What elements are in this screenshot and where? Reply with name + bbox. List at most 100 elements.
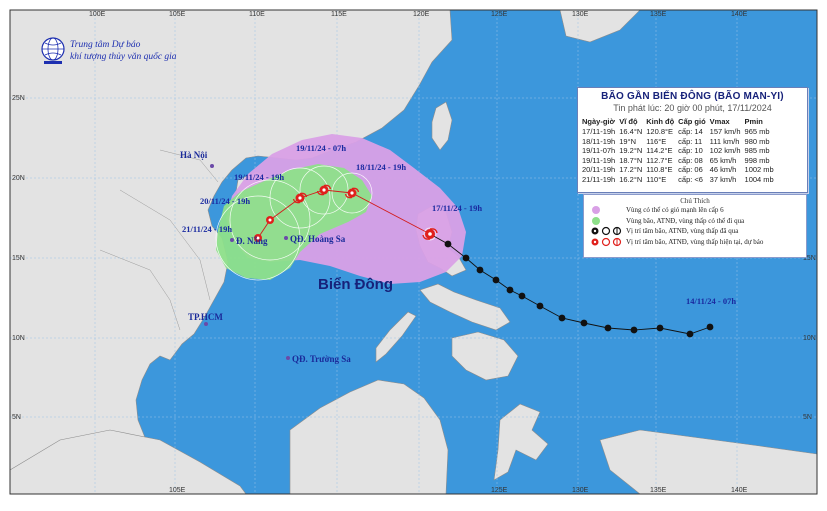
table-cell: 114.2°E <box>646 146 673 155</box>
mindanao-island <box>451 331 519 381</box>
borneo-island <box>289 379 449 494</box>
table-cell: 19/11-07h <box>582 146 616 155</box>
table-row: 19/11-07h 19.2°N 114.2°E cấp: 10 102 km/… <box>582 146 778 156</box>
storm-bulletin-panel: BÃO GẦN BIỂN ĐÔNG (BÃO MAN-YI) Tin phát … <box>577 87 808 193</box>
lon-label: 125E <box>491 487 508 494</box>
lat-label: 15N <box>803 255 816 262</box>
table-cell: 116°E <box>646 136 667 146</box>
past-position <box>518 292 526 300</box>
past-position <box>558 314 566 322</box>
lat-label: 15N <box>12 255 25 262</box>
table-cell: 16.2°N <box>619 174 643 184</box>
label-hoangsa: QĐ. Hoàng Sa <box>290 234 346 244</box>
table-cell: 19.2°N <box>619 146 643 155</box>
past-position <box>492 276 500 284</box>
forecast-circles <box>215 165 437 281</box>
hanoi-marker <box>210 164 214 168</box>
table-cell: 1002 mb <box>744 165 774 174</box>
map-frame <box>9 9 818 495</box>
past-position <box>580 319 588 327</box>
mainland-asia <box>10 10 453 494</box>
ryukyu-islands <box>559 10 641 43</box>
table-cell: cấp: 14 <box>678 127 703 136</box>
label-hcm: TP.HCM <box>188 312 223 322</box>
green-dot-icon <box>592 216 600 225</box>
track-label-17-11: 17/11/24 - 19h <box>432 203 482 213</box>
table-cell: cấp: 06 <box>678 165 703 174</box>
table-cell: cấp: 08 <box>678 155 703 165</box>
taiwan-island <box>431 101 453 151</box>
longitude-labels-bottom: 105E 125E 130E 135E 140E <box>169 487 748 494</box>
hoangsa-marker <box>284 236 288 240</box>
table-cell: 112.7°E <box>646 155 673 165</box>
past-position <box>706 323 714 331</box>
past-position <box>536 302 544 310</box>
past-storm-symbols <box>444 240 714 338</box>
past-position <box>630 326 638 334</box>
lon-label: 125E <box>491 11 508 18</box>
legend-title: Chú Thích <box>680 197 710 205</box>
track-label-20-11: 20/11/24 - 19h <box>200 196 250 206</box>
table-cell: 965 mb <box>744 127 770 136</box>
sumatra-island <box>10 429 247 494</box>
track-label-18-11: 18/11/24 - 19h <box>356 162 406 172</box>
table-cell: 16.4°N <box>619 127 643 136</box>
lon-label: 105E <box>169 11 186 18</box>
purple-dot-icon <box>592 206 600 214</box>
table-row: 20/11-19h 17.2°N 110.8°E cấp: 06 46 km/h… <box>582 165 778 175</box>
table-row: 19/11-19h 18.7°N 112.7°E cấp: 08 65 km/h… <box>582 156 778 166</box>
table-cell: 17.2°N <box>619 165 643 174</box>
table-cell: 110°E <box>646 174 667 184</box>
label-hanoi: Hà Nội <box>180 150 208 160</box>
table-cell: 120.8°E <box>646 127 674 136</box>
past-position <box>686 330 694 338</box>
table-cell: 157 km/h <box>709 127 741 136</box>
forecast-position-symbol <box>316 184 332 196</box>
latitude-labels-right: 15N 10N 5N <box>803 255 816 421</box>
truongsa-marker <box>286 356 290 360</box>
col-header: Kinh độ <box>646 117 675 126</box>
legend-item-label: Vị trí tâm bão, ATNĐ, vùng thấp đã qua <box>626 227 739 235</box>
lon-label: 115E <box>331 11 347 18</box>
table-cell: 998 mb <box>744 155 770 165</box>
table-header-row: Ngày-giờ Vĩ độ Kinh độ Cấp gió Vmax Pmin <box>582 117 778 127</box>
col-header: Ngày-giờ <box>582 117 615 126</box>
past-position <box>444 240 452 248</box>
globe-logo-icon <box>41 37 65 64</box>
lat-label: 5N <box>12 414 21 421</box>
table-cell: 102 km/h <box>709 146 741 155</box>
legend-item: Vùng có thể có gió mạnh lên cấp 6 <box>584 205 806 216</box>
bulletin-issued-time: Tin phát lúc: 20 giờ 00 phút, 17/11/2024 <box>613 103 772 113</box>
bulletin-title: BÃO GẦN BIỂN ĐÔNG (BÃO MAN-YI) <box>601 91 784 102</box>
past-storm-symbols-icon <box>591 226 622 236</box>
table-cell: 17/11-19h <box>582 127 616 136</box>
lon-label: 140E <box>731 487 748 494</box>
col-header: Cấp gió <box>678 117 706 126</box>
lat-label: 25N <box>12 95 25 102</box>
table-cell: 1004 mb <box>744 174 774 184</box>
track-label-21-11: 21/11/24 - 19h <box>182 224 232 234</box>
past-position <box>506 286 514 294</box>
track-label-19-11-07: 19/11/24 - 07h <box>296 143 346 153</box>
table-cell: cấp: 10 <box>678 146 703 155</box>
forecast-position-symbol <box>266 216 274 224</box>
col-header: Vmax <box>709 117 730 126</box>
danang-marker <box>230 238 234 242</box>
past-position <box>476 266 484 274</box>
label-danang: Đ. Nẵng <box>236 236 268 246</box>
visayas-islands <box>419 283 511 331</box>
sulawesi-island <box>493 403 549 481</box>
legend-item-label: Vùng bão, ATNĐ, vùng thấp có thể đi qua <box>626 216 745 225</box>
table-cell: 19°N <box>619 136 636 146</box>
table-cell: 111 km/h <box>709 136 740 146</box>
place-markers <box>204 164 290 360</box>
table-row: 18/11-19h 19°N 116°E cấp: 11 111 km/h 98… <box>582 137 778 147</box>
lat-label: 10N <box>12 335 25 342</box>
forecast-storm-symbols <box>254 184 438 242</box>
lon-label: 130E <box>572 487 589 494</box>
table-cell: 37 km/h <box>709 174 737 184</box>
table-cell: 18.7°N <box>619 155 643 165</box>
past-position <box>604 324 612 332</box>
hcm-marker <box>204 322 208 326</box>
